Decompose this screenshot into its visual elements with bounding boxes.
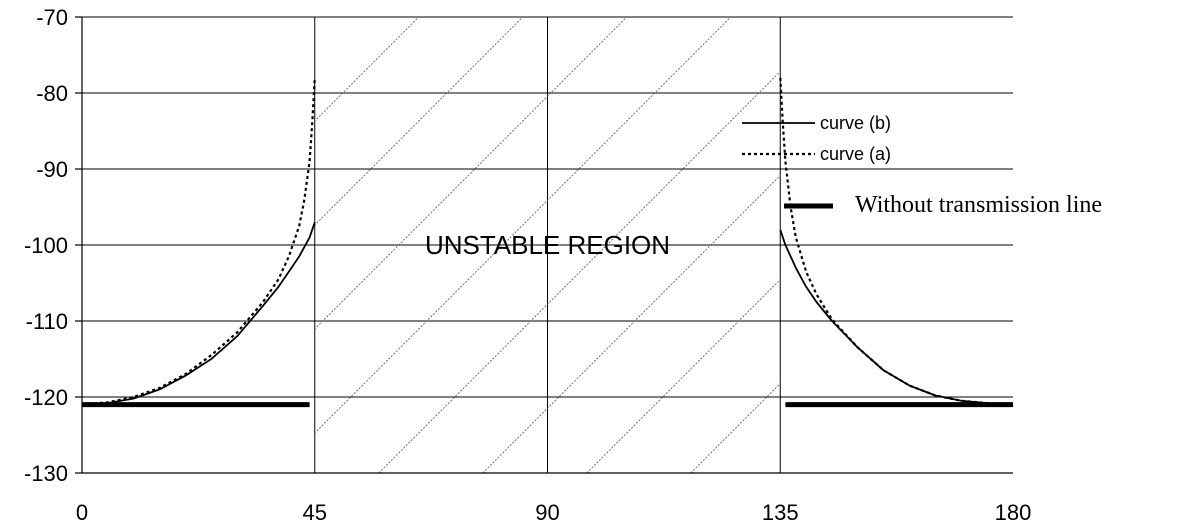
hatch-line: [378, 70, 781, 473]
y-tick-label: -130: [24, 461, 68, 486]
unstable-region-label: UNSTABLE REGION: [425, 230, 670, 260]
tick-labels: -70 -80 -90 -100 -110 -120 -130 0 45 90 135 180: [24, 5, 1031, 525]
y-tick-label: -90: [36, 157, 68, 182]
hatch-line: [314, 17, 628, 330]
series-line: [779, 77, 1014, 406]
y-tick-label: -70: [36, 5, 68, 30]
legend: curve (b) curve (a) Without transmission l…: [742, 113, 1102, 218]
hatch-line: [314, 17, 524, 226]
legend-label: curve (b): [820, 113, 891, 133]
unstable-region-hatch: [314, 17, 781, 473]
legend-label: Without transmission line: [855, 192, 1102, 218]
hatch-line: [314, 17, 732, 434]
hatch-line: [482, 174, 781, 473]
grid-layer: [82, 16, 1013, 473]
hatch-line: [314, 17, 420, 122]
x-tick-label: 45: [303, 500, 327, 525]
x-tick-label: 180: [995, 500, 1032, 525]
axis-layer: [75, 16, 1013, 474]
series-line: [81, 221, 316, 406]
x-tick-label: 135: [762, 500, 799, 525]
series-1: [81, 77, 1014, 406]
legend-label: curve (a): [820, 144, 891, 164]
y-tick-label: -80: [36, 81, 68, 106]
x-tick-label: 0: [76, 500, 88, 525]
series-line: [81, 77, 316, 406]
y-tick-label: -120: [24, 385, 68, 410]
y-tick-label: -110: [26, 309, 68, 334]
x-tick-label: 90: [535, 500, 559, 525]
series-layer: [81, 77, 1014, 408]
y-tick-label: -100: [24, 233, 68, 258]
